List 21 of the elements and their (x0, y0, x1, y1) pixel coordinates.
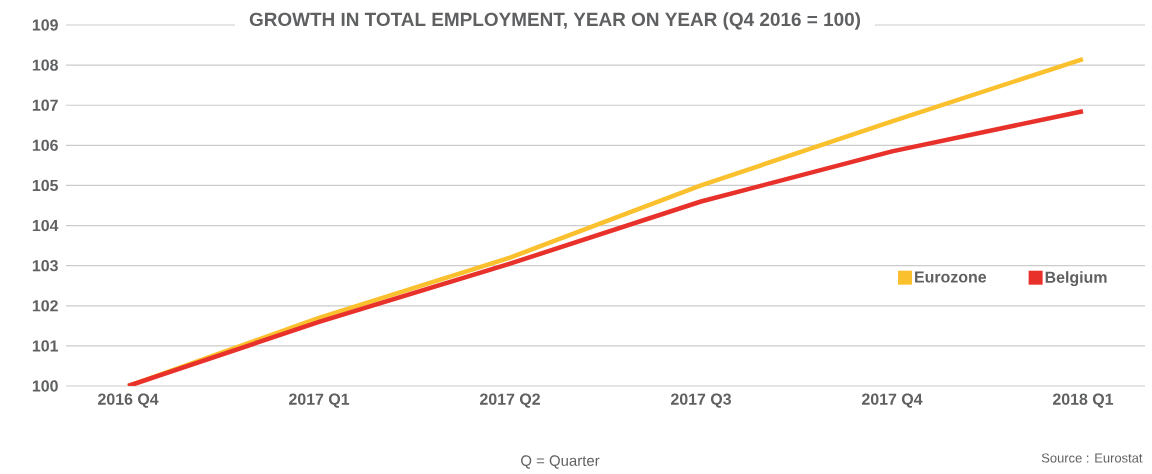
y-tick-label: 103 (32, 260, 58, 272)
chart-title: GROWTH IN TOTAL EMPLOYMENT, YEAR ON YEAR (Q4 2016 = 100) (249, 12, 861, 30)
x-tick-label: 2017 Q4 (861, 393, 923, 408)
y-tick-label: 105 (32, 179, 59, 192)
y-tick-label: 100 (32, 380, 58, 392)
legend-label: Eurozone (915, 271, 987, 283)
x-tick-label: 2017 Q2 (480, 393, 540, 408)
x-tick-label: 2016 Q4 (98, 393, 159, 408)
y-tick-label: 102 (32, 300, 58, 312)
x-tick-label: 2017 Q1 (289, 393, 350, 408)
y-tick-label: 107 (32, 99, 58, 111)
x-tick-label: 2017 Q3 (670, 393, 731, 408)
legend-label: Belgium (1045, 271, 1107, 287)
y-tick-label: 104 (32, 219, 59, 232)
y-tick-label: 106 (32, 139, 58, 151)
text: Q = Quarter (521, 455, 600, 469)
y-tick-label: 108 (32, 59, 58, 71)
source-note: Source : Eurostat (1041, 453, 1143, 463)
y-tick-label: 101 (32, 340, 59, 352)
y-tick-label: 109 (32, 19, 58, 31)
x-tick-label: 2018 Q1 (1052, 393, 1114, 408)
